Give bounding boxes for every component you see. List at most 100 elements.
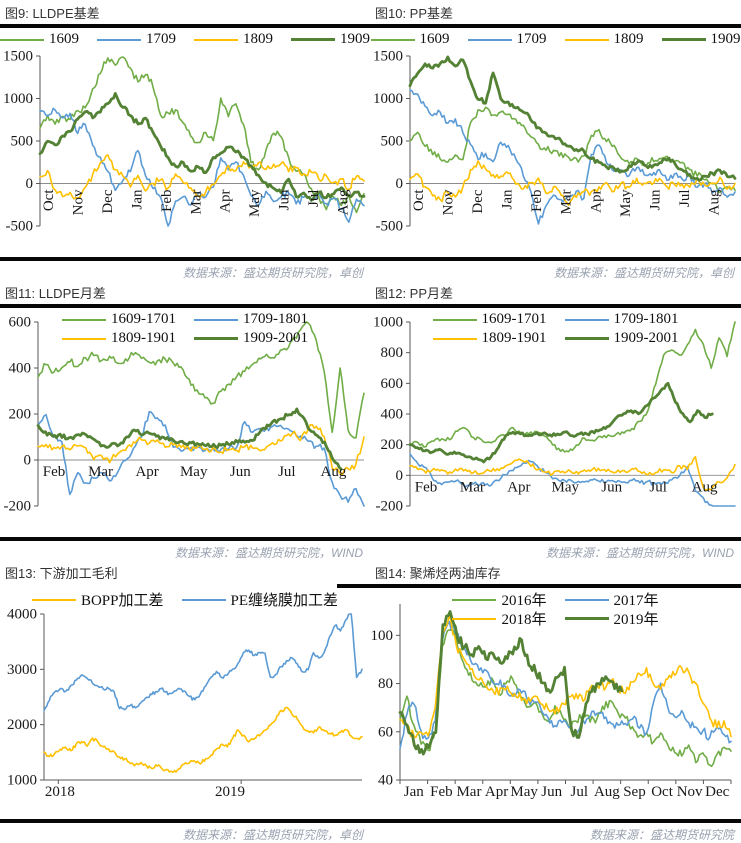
x-tick-label: Mar — [456, 784, 481, 800]
x-tick-label: Aug — [692, 479, 718, 495]
x-tick-label: Feb — [529, 190, 545, 213]
bottom-divider — [0, 257, 370, 261]
x-tick-label: Apr — [507, 479, 530, 495]
figure-title: 图14: 聚烯烃两油库存 — [375, 566, 501, 581]
x-tick-label: Dec — [705, 784, 729, 800]
x-tick-label: May — [552, 479, 580, 495]
x-tick-label: Aug — [594, 784, 620, 800]
series-line-1809-1901 — [409, 455, 736, 491]
chart-fig13: BOPP加工差 PE缠绕膜加工差 1000 2000 3000 4000 2018 2019 — [0, 590, 370, 819]
panel-fig12-pp-spread: 图12: PP月差 1609-1701 1709-1801 1809-1901 190… — [370, 280, 741, 560]
panel-fig9-lldpe-basis: 图9: LLDPE基差 1609 1709 1809 1909 -500 0 500 100… — [0, 0, 370, 280]
y-tick-label: 100 — [371, 628, 394, 644]
y-tick-label: 500 — [11, 134, 34, 150]
series-line-1909 — [408, 55, 737, 182]
series-line-1609-1701 — [409, 321, 736, 453]
series-line-1609 — [409, 106, 736, 193]
x-tick-label: Mar — [559, 190, 575, 215]
bottom-divider — [370, 537, 741, 541]
x-tick-label: Feb — [43, 464, 66, 480]
x-tick-label: Jun — [541, 784, 562, 800]
chart-fig10: 1609 1709 1809 1909 -500 0 500 1000 1500 Oct Nov D… — [370, 30, 741, 257]
title-divider — [0, 304, 370, 308]
x-tick-label: Feb — [159, 190, 175, 213]
y-tick-label: -200 — [376, 499, 404, 515]
x-tick-label: Mar — [460, 479, 485, 495]
x-tick-label: Aug — [706, 189, 722, 215]
y-tick-label: -500 — [6, 219, 34, 235]
series-line-1609-1701 — [37, 321, 365, 439]
x-tick-label: May — [247, 189, 263, 217]
x-tick-label: Sep — [623, 784, 646, 800]
data-source: 数据来源：盛达期货研究院，WIND — [546, 546, 734, 560]
x-tick-label: Jul — [677, 190, 693, 208]
x-tick-label: Nov — [441, 189, 457, 215]
x-tick-label: Apr — [485, 784, 508, 800]
x-tick-label: 2019 — [215, 784, 245, 800]
x-tick-label: Jul — [278, 464, 296, 480]
x-tick-label: Jun — [647, 189, 663, 210]
line-chart-fig13: 1000 2000 3000 4000 2018 2019 — [7, 607, 363, 800]
y-tick-label: 0 — [24, 453, 32, 469]
y-tick-label: 200 — [9, 407, 32, 423]
x-tick-label: Mar — [188, 190, 204, 215]
series-line-1609 — [39, 56, 365, 214]
x-tick-label: Oct — [411, 189, 427, 211]
chart-fig12: 1609-1701 1709-1801 1809-1901 1909-2001 -20… — [370, 310, 741, 537]
figure-title: 图12: PP月差 — [375, 286, 454, 301]
series-line-PE缠绕膜加工差 — [43, 613, 363, 712]
x-tick-label: Feb — [430, 784, 453, 800]
x-tick-label: May — [510, 784, 538, 800]
x-tick-label: Jan — [404, 784, 424, 800]
panel-fig13-downstream-margin: 图13: 下游加工毛利 BOPP加工差 PE缠绕膜加工差 1000 2000 3000… — [0, 560, 370, 842]
x-tick-label: Jul — [571, 784, 589, 800]
x-tick-label: Jun — [230, 464, 251, 480]
x-tick-label: Oct — [651, 784, 673, 800]
y-tick-label: 0 — [26, 176, 34, 192]
chart-fig9: 1609 1709 1809 1909 -500 0 500 1000 1500 Oct Nov D… — [0, 30, 370, 257]
series-line-1709-1801 — [37, 410, 365, 507]
x-tick-label: Apr — [218, 189, 234, 212]
series-line-1809-1901 — [37, 423, 365, 477]
y-tick-label: 600 — [381, 376, 404, 392]
bottom-divider — [0, 819, 370, 823]
y-tick-label: 40 — [378, 773, 393, 789]
x-tick-label: Dec — [100, 189, 116, 213]
y-tick-label: 600 — [9, 315, 32, 331]
x-tick-label: Jul — [649, 479, 667, 495]
panel-fig14-polyolefin-inventory: 图14: 聚烯烃两油库存 2016年 2017年 2018年 2019年 40 60 80… — [337, 560, 741, 842]
y-tick-label: 3000 — [7, 662, 37, 678]
data-source: 数据来源：盛达期货研究院 — [589, 828, 734, 842]
y-tick-label: 1500 — [3, 49, 33, 65]
title-divider — [370, 24, 741, 28]
x-tick-label: Aug — [321, 464, 347, 480]
y-tick-label: 800 — [381, 345, 404, 361]
bottom-divider — [370, 819, 741, 823]
x-tick-label: May — [618, 189, 634, 217]
x-tick-label: Jan — [500, 189, 516, 209]
x-tick-label: Dec — [470, 189, 486, 213]
title-divider — [337, 584, 741, 588]
line-chart-fig12: -200 0 200 400 600 800 1000 Feb Mar Apr May Jun Jul A… — [373, 315, 736, 515]
data-source: 数据来源：盛达期货研究院，卓创 — [182, 828, 363, 842]
bottom-divider — [370, 257, 741, 261]
x-tick-label: May — [180, 464, 208, 480]
figure-title: 图11: LLDPE月差 — [5, 286, 106, 301]
series-line-1809 — [39, 154, 365, 200]
series-line-BOPP加工差 — [43, 706, 363, 773]
y-tick-label: 60 — [378, 724, 393, 740]
line-chart-fig9: -500 0 500 1000 1500 Oct Nov Dec Jan Feb Mar Apr May… — [3, 49, 366, 235]
series-line-2019年 — [398, 610, 624, 756]
data-source: 数据来源：盛达期货研究院，WIND — [175, 546, 363, 560]
series-line-2016年 — [399, 628, 732, 768]
y-tick-label: 200 — [381, 437, 404, 453]
title-divider — [370, 304, 741, 308]
y-tick-label: 0 — [396, 468, 404, 484]
x-tick-label: Jul — [306, 190, 322, 208]
y-tick-label: 4000 — [7, 607, 37, 623]
figure-title: 图10: PP基差 — [375, 6, 454, 21]
x-tick-label: Nov — [70, 189, 86, 215]
y-tick-label: 2000 — [7, 717, 37, 733]
figure-title: 图13: 下游加工毛利 — [5, 566, 118, 581]
